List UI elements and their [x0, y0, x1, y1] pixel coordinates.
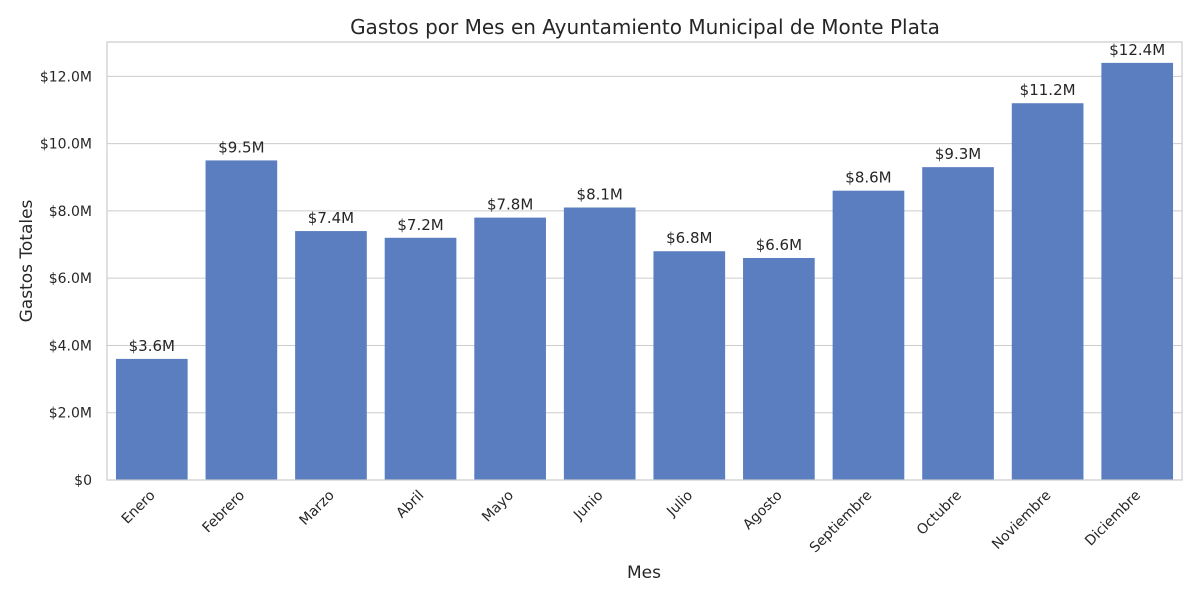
bar-diciembre: [1101, 62, 1174, 480]
x-tick-label: Mayo: [479, 488, 517, 526]
x-tick-label: Marzo: [297, 488, 338, 529]
bar-julio: [653, 251, 726, 480]
x-tick-label: Julio: [663, 488, 696, 521]
x-tick-label: Enero: [119, 488, 159, 528]
bar-mayo: [474, 217, 546, 480]
data-labels: $3.6M $9.5M $7.4M $7.2M $7.8M $8.1M $6.8M $6.6M…: [129, 41, 1166, 355]
x-tick-label: Noviembre: [989, 488, 1054, 553]
x-tick-label: Septiembre: [807, 488, 876, 557]
y-tick-label: $8.0M: [49, 204, 92, 220]
gridlines: [107, 75, 1182, 481]
y-axis-label: Gastos Totales: [17, 199, 37, 322]
x-tick-label: Junio: [570, 488, 606, 524]
y-tick-label: $6.0M: [49, 271, 92, 287]
data-label: $9.5M: [218, 138, 264, 156]
data-label: $7.8M: [487, 196, 533, 214]
bar-junio: [563, 207, 636, 480]
bar-marzo: [295, 231, 367, 480]
data-label: $7.2M: [397, 216, 443, 234]
y-tick-label: $0: [74, 473, 92, 489]
x-tick-label: Diciembre: [1082, 488, 1144, 550]
x-tick-label: Febrero: [200, 488, 249, 537]
data-label: $7.4M: [308, 209, 354, 227]
bar-septiembre: [832, 190, 905, 481]
bar-enero: [115, 358, 188, 480]
bar-agosto: [743, 257, 815, 480]
x-axis-ticks: Enero Febrero Marzo Abril Mayo Junio Julio Agos…: [119, 488, 1144, 557]
y-tick-label: $2.0M: [49, 406, 92, 422]
x-tick-label: Octubre: [914, 488, 965, 539]
bar-noviembre: [1011, 103, 1084, 481]
x-tick-label: Abril: [393, 488, 427, 522]
data-label: $9.3M: [935, 145, 981, 163]
data-label: $11.2M: [1020, 81, 1076, 99]
data-label: $3.6M: [129, 337, 175, 355]
chart-title: Gastos por Mes en Ayuntamiento Municipal…: [350, 15, 940, 39]
x-axis-label: Mes: [627, 563, 661, 583]
y-tick-label: $10.0M: [40, 137, 92, 153]
bar-octubre: [922, 167, 994, 480]
y-tick-label: $12.0M: [40, 69, 92, 85]
plot-frame: [106, 41, 1183, 481]
data-label: $6.8M: [666, 229, 712, 247]
bar-abril: [384, 237, 457, 480]
data-label: $8.1M: [577, 186, 623, 204]
data-label: $6.6M: [756, 236, 802, 254]
bar-febrero: [205, 160, 278, 481]
y-tick-label: $4.0M: [49, 338, 92, 354]
data-label: $12.4M: [1109, 41, 1165, 59]
y-axis-ticks: $0 $2.0M $4.0M $6.0M $8.0M $10.0M $12.0M: [40, 69, 92, 489]
data-label: $8.6M: [845, 169, 891, 187]
x-tick-label: Agosto: [740, 488, 786, 534]
bars: [115, 62, 1174, 481]
